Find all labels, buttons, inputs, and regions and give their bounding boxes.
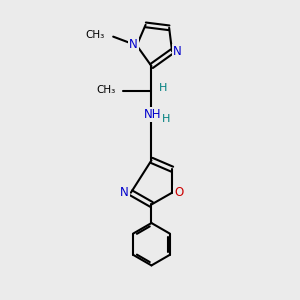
Text: CH₃: CH₃ [86, 30, 105, 40]
Text: O: O [174, 186, 183, 199]
Text: NH: NH [144, 108, 162, 121]
Text: N: N [120, 186, 129, 199]
Text: CH₃: CH₃ [96, 85, 115, 94]
Text: H: H [158, 83, 167, 93]
Text: H: H [161, 114, 170, 124]
Text: N: N [129, 38, 138, 51]
Text: N: N [173, 45, 182, 58]
